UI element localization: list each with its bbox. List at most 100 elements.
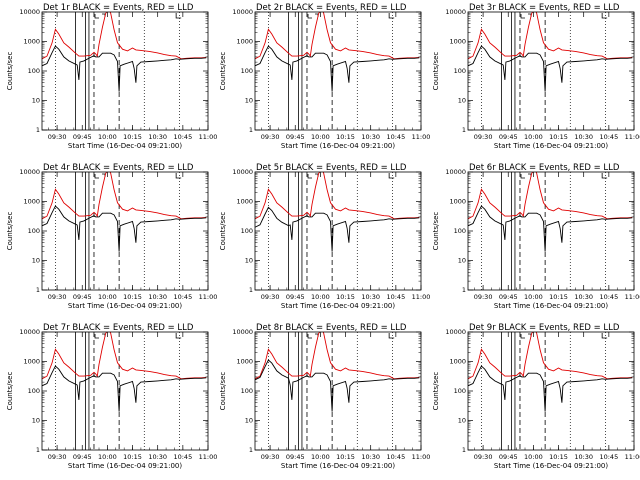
y-axis-label: Counts/sec: [219, 52, 227, 91]
x-tick-label: 09:45: [73, 453, 92, 461]
y-tick-label: 100: [454, 387, 466, 395]
panel-title: Det 3r BLACK = Events, RED = LLD: [469, 3, 620, 13]
marker-glyph: [388, 13, 395, 19]
x-tick-label: 10:00: [524, 453, 543, 461]
panel-4: Det 4r BLACK = Events, RED = LLD 1 10 100 10…: [6, 163, 217, 310]
x-tick-label: 10:00: [524, 133, 543, 141]
plot-area: [42, 332, 207, 412]
panel-5: Det 5r BLACK = Events, RED = LLD 1 10 100 10…: [219, 163, 430, 310]
y-tick-label: 10000: [232, 168, 253, 176]
x-tick-label: 10:45: [386, 453, 405, 461]
series-lld: [255, 172, 420, 220]
y-tick-label: 1000: [449, 198, 466, 206]
plot-frame: [467, 331, 635, 451]
x-tick-label: 10:00: [98, 133, 117, 141]
marker-glyph: [520, 13, 532, 19]
marker-glyph: [307, 333, 319, 339]
panel-title: Det 2r BLACK = Events, RED = LLD: [256, 3, 407, 13]
panel-7: Det 7r BLACK = Events, RED = LLD 1 10 100 10…: [6, 323, 217, 470]
x-tick-label: 11:00: [625, 133, 640, 141]
marker-glyph: [520, 173, 532, 179]
y-tick-label: 10: [245, 257, 253, 265]
y-axis-label: Counts/sec: [6, 212, 14, 251]
x-tick-label: 10:30: [574, 453, 593, 461]
x-tick-label: 10:30: [361, 293, 380, 301]
x-axis-label: Start Time (16-Dec-04 09:21:00): [494, 302, 608, 310]
x-axis-label: Start Time (16-Dec-04 09:21:00): [281, 302, 395, 310]
y-tick-label: 10: [32, 257, 40, 265]
x-tick-label: 11:00: [625, 293, 640, 301]
plot-frame: [41, 171, 209, 291]
phase-markers: [94, 333, 182, 339]
y-tick-label: 10000: [232, 8, 253, 16]
x-tick-label: 09:30: [48, 133, 67, 141]
y-tick-label: 1000: [449, 38, 466, 46]
y-axis-label: Counts/sec: [219, 372, 227, 411]
series-events: [468, 45, 633, 92]
x-tick-label: 09:30: [261, 453, 280, 461]
x-tick-label: 10:15: [336, 453, 355, 461]
x-tick-label: 10:00: [98, 453, 117, 461]
x-tick-label: 11:00: [199, 453, 218, 461]
plot-area: [468, 12, 633, 92]
y-tick-label: 1000: [236, 198, 253, 206]
marker-glyph: [388, 333, 395, 339]
y-tick-label: 1: [249, 286, 253, 294]
series-lld: [42, 172, 207, 220]
y-tick-label: 100: [241, 67, 253, 75]
x-tick-label: 10:30: [361, 133, 380, 141]
x-tick-label: 10:00: [311, 453, 330, 461]
phase-markers: [307, 173, 395, 179]
y-tick-label: 10: [458, 417, 466, 425]
panel-6: Det 6r BLACK = Events, RED = LLD 1 10 100 10…: [432, 163, 640, 310]
x-tick-label: 10:00: [311, 293, 330, 301]
x-axis-label: Start Time (16-Dec-04 09:21:00): [494, 462, 608, 470]
marker-glyph: [520, 333, 532, 339]
x-tick-label: 10:15: [549, 133, 568, 141]
marker-glyph: [94, 13, 106, 19]
x-axis-label: Start Time (16-Dec-04 09:21:00): [281, 462, 395, 470]
x-tick-label: 10:15: [123, 293, 142, 301]
panel-title: Det 4r BLACK = Events, RED = LLD: [43, 163, 194, 173]
marker-glyph: [388, 173, 395, 179]
marker-glyph: [601, 13, 608, 19]
panel-title: Det 9r BLACK = Events, RED = LLD: [469, 323, 620, 333]
y-axis-label: Counts/sec: [6, 372, 14, 411]
y-tick-label: 10000: [19, 168, 40, 176]
x-tick-label: 09:45: [73, 293, 92, 301]
y-tick-label: 10000: [19, 8, 40, 16]
phase-markers: [520, 13, 608, 19]
panel-2: Det 2r BLACK = Events, RED = LLD 1 10 100 10…: [219, 3, 430, 150]
panel-9: Det 9r BLACK = Events, RED = LLD 1 10 100 10…: [432, 323, 640, 470]
marker-glyph: [307, 173, 319, 179]
x-tick-label: 11:00: [412, 293, 431, 301]
x-tick-label: 10:15: [336, 133, 355, 141]
panel-title: Det 5r BLACK = Events, RED = LLD: [256, 163, 407, 173]
y-tick-label: 10: [245, 97, 253, 105]
plot-frame: [467, 11, 635, 131]
y-tick-label: 10000: [445, 168, 466, 176]
series-events: [468, 365, 633, 412]
x-tick-label: 10:45: [386, 293, 405, 301]
series-lld: [255, 332, 420, 380]
series-lld: [42, 12, 207, 60]
y-tick-label: 10: [32, 417, 40, 425]
marker-glyph: [175, 13, 182, 19]
y-axis-label: Counts/sec: [432, 372, 440, 411]
y-tick-label: 1: [462, 286, 466, 294]
x-axis-label: Start Time (16-Dec-04 09:21:00): [68, 462, 182, 470]
y-tick-label: 10000: [445, 8, 466, 16]
series-events: [468, 205, 633, 252]
plot-area: [468, 332, 633, 412]
plot-area: [255, 332, 420, 412]
x-tick-label: 10:00: [311, 133, 330, 141]
x-tick-label: 09:30: [261, 133, 280, 141]
x-tick-label: 09:30: [474, 453, 493, 461]
marker-glyph: [601, 173, 608, 179]
series-lld: [42, 332, 207, 380]
plot-frame: [254, 331, 422, 451]
x-tick-label: 10:30: [574, 293, 593, 301]
panel-3: Det 3r BLACK = Events, RED = LLD 1 10 100 10…: [432, 3, 640, 150]
y-tick-label: 1000: [23, 38, 40, 46]
